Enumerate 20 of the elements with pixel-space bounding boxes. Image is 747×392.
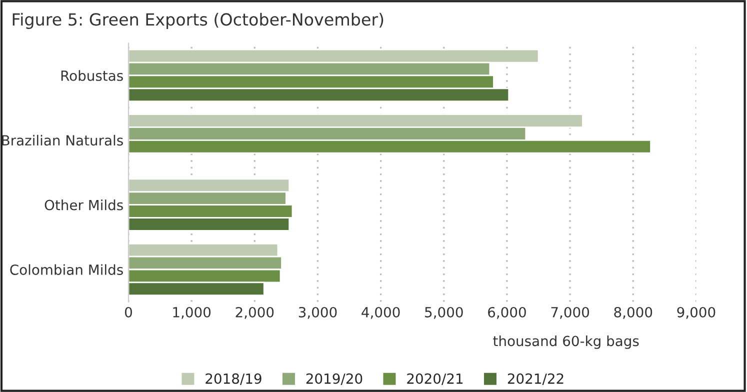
x-tick-label: 6,000 bbox=[488, 306, 526, 319]
x-tick-label: 3,000 bbox=[298, 306, 337, 319]
x-tick-label: 1,000 bbox=[173, 306, 211, 319]
legend-label: 2020/21 bbox=[407, 373, 463, 385]
x-tick-label: 5,000 bbox=[425, 306, 463, 319]
legend-label: 2019/20 bbox=[306, 373, 362, 385]
legend-label: 2018/19 bbox=[206, 373, 262, 385]
x-tick-label: 0 bbox=[124, 306, 132, 318]
x-tick-label: 7,000 bbox=[551, 306, 589, 319]
x-tick-label: 4,000 bbox=[362, 306, 400, 319]
x-axis-title: thousand 60-kg bags bbox=[493, 335, 639, 349]
x-tick-label: 2,000 bbox=[236, 306, 274, 319]
y-tick-label: Colombian Milds bbox=[10, 264, 123, 275]
y-tick-label: Brazilian Naturals bbox=[2, 134, 123, 146]
x-tick-label: 8,000 bbox=[614, 306, 652, 319]
x-tick-label: 9,000 bbox=[677, 306, 716, 319]
y-tick-label: Other Milds bbox=[44, 200, 123, 210]
y-tick-label: Robustas bbox=[61, 70, 123, 81]
legend-label: 2021/22 bbox=[508, 373, 564, 385]
chart-title: Figure 5: Green Exports (October-November) bbox=[12, 12, 384, 29]
